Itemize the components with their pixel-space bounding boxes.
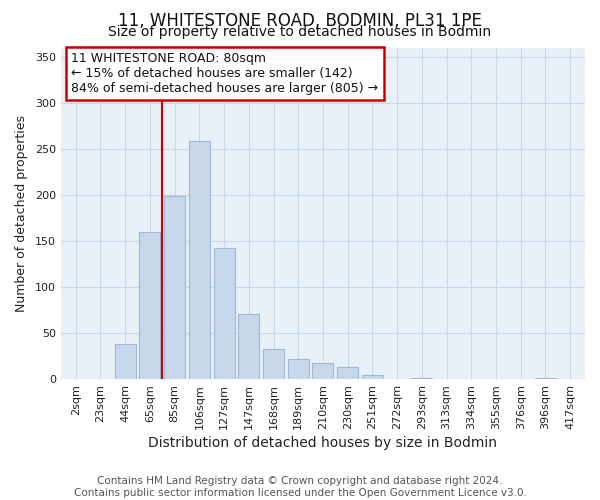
Text: 11, WHITESTONE ROAD, BODMIN, PL31 1PE: 11, WHITESTONE ROAD, BODMIN, PL31 1PE [118,12,482,30]
Text: 11 WHITESTONE ROAD: 80sqm
← 15% of detached houses are smaller (142)
84% of semi: 11 WHITESTONE ROAD: 80sqm ← 15% of detac… [71,52,379,96]
Bar [214,248,235,379]
Bar [362,376,383,379]
Text: Contains HM Land Registry data © Crown copyright and database right 2024.
Contai: Contains HM Land Registry data © Crown c… [74,476,526,498]
Bar [337,367,358,379]
X-axis label: Distribution of detached houses by size in Bodmin: Distribution of detached houses by size … [148,436,497,450]
Text: Size of property relative to detached houses in Bodmin: Size of property relative to detached ho… [109,25,491,39]
Bar [288,359,309,379]
Bar [263,348,284,379]
Y-axis label: Number of detached properties: Number of detached properties [15,115,28,312]
Bar [189,140,210,379]
Bar [115,344,136,379]
Bar [238,314,259,379]
Bar [412,378,433,379]
Bar [139,232,160,379]
Bar [164,196,185,379]
Bar [313,364,334,379]
Bar [535,378,556,379]
